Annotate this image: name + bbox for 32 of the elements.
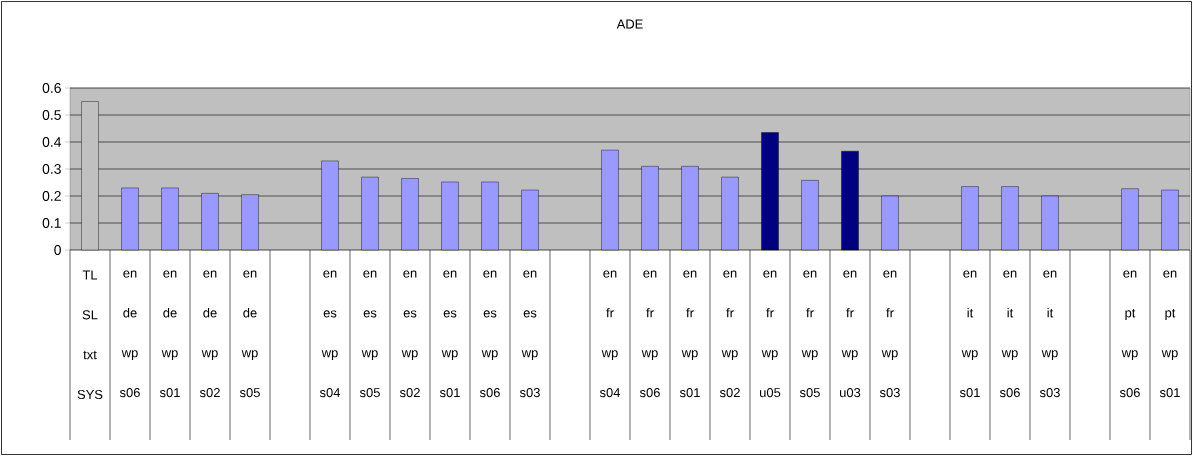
y-tick-label: 0 [54,245,61,255]
category-label: en de wp s02 [199,270,220,398]
category-label: en de wp s01 [159,270,180,398]
y-tick-label: 0.2 [42,191,61,201]
category-label: en fr wp u03 [840,270,861,398]
category-label: en es wp s03 [519,270,540,398]
chart-title: ADE [616,19,643,29]
category-label: en es wp s05 [359,270,380,398]
category-label: en es wp s06 [479,270,500,398]
y-tick-label: 0.3 [42,164,61,174]
category-label: en fr wp s05 [799,270,820,398]
category-label: en it wp s01 [959,270,980,398]
category-label: en fr wp u05 [760,270,781,398]
y-tick-label: 0.1 [42,218,61,228]
category-label: en fr wp s06 [639,270,660,398]
y-tick-label: 0.5 [42,110,61,120]
category-label: en pt wp s01 [1159,270,1180,398]
category-label: en es wp s04 [319,270,341,398]
y-tick-label: 0.4 [42,137,62,147]
category-label: en es wp s02 [399,270,420,398]
category-label: en de wp s06 [119,270,140,398]
category-label: en fr wp s03 [879,270,900,398]
category-label: en pt wp s06 [1119,270,1140,398]
category-label: en it wp s03 [1039,270,1060,398]
category-label: en it wp s06 [999,270,1020,398]
y-tick-label: 0.6 [42,83,61,93]
category-label: en de wp s05 [239,270,260,398]
category-label: en fr wp s01 [679,270,700,398]
category-label: en es wp s01 [439,270,460,398]
category-label: TL SL txt SYS [77,270,103,400]
category-label: en fr wp s04 [599,270,621,398]
category-label: en fr wp s02 [719,270,740,398]
